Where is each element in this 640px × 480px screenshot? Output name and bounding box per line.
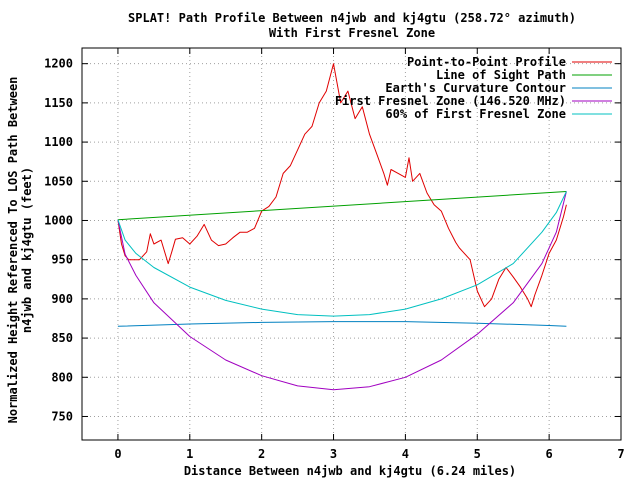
chart-title: SPLAT! Path Profile Between n4jwb and kj…	[128, 11, 576, 25]
legend-label: Earth's Curvature Contour	[385, 81, 566, 95]
x-tick-label: 7	[617, 447, 624, 461]
y-tick-label: 950	[51, 253, 73, 267]
y-tick-label: 1050	[44, 174, 73, 188]
y-tick-label: 800	[51, 370, 73, 384]
y-tick-label: 900	[51, 292, 73, 306]
legend-label: 60% of First Fresnel Zone	[385, 107, 566, 121]
y-axis-label-line-2: n4jwb and kj4gtu (feet)	[20, 167, 34, 333]
x-tick-label: 3	[330, 447, 337, 461]
x-axis-label: Distance Between n4jwb and kj4gtu (6.24 …	[184, 464, 516, 478]
x-tick-label: 4	[402, 447, 409, 461]
y-tick-label: 750	[51, 409, 73, 423]
legend-label: Point-to-Point Profile	[407, 55, 566, 69]
series-line-line-of-sight-path	[117, 191, 567, 221]
y-tick-label: 1100	[44, 135, 73, 149]
legend-label: Line of Sight Path	[436, 68, 566, 82]
x-tick-label: 2	[258, 447, 265, 461]
series-line-earth-s-curvature-contour	[117, 321, 567, 327]
y-tick-label: 850	[51, 331, 73, 345]
axis-ticks: 0 1 2 3 4 5 6 7 750 800 850 900 950 1000 1050 1100 1150 1…	[44, 48, 625, 461]
plot-frame	[81, 47, 622, 441]
legend-label: First Fresnel Zone (146.520 MHz)	[335, 94, 566, 108]
series-line-60-of-first-fresnel-zone	[117, 191, 567, 317]
x-tick-label: 5	[474, 447, 481, 461]
y-tick-label: 1000	[44, 213, 73, 227]
y-axis-label-line-1: Normalized Height Referenced To LOS Path…	[6, 77, 20, 424]
y-tick-label: 1150	[44, 96, 73, 110]
series-line-first-fresnel-zone-146-520-mhz	[117, 191, 567, 391]
y-tick-label: 1200	[44, 57, 73, 71]
x-tick-label: 0	[114, 447, 121, 461]
chart-subtitle: With First Fresnel Zone	[269, 26, 435, 40]
x-tick-label: 6	[546, 447, 553, 461]
series-line-point-to-point-profile	[117, 63, 567, 308]
series-lines	[117, 63, 567, 391]
x-tick-label: 1	[186, 447, 193, 461]
